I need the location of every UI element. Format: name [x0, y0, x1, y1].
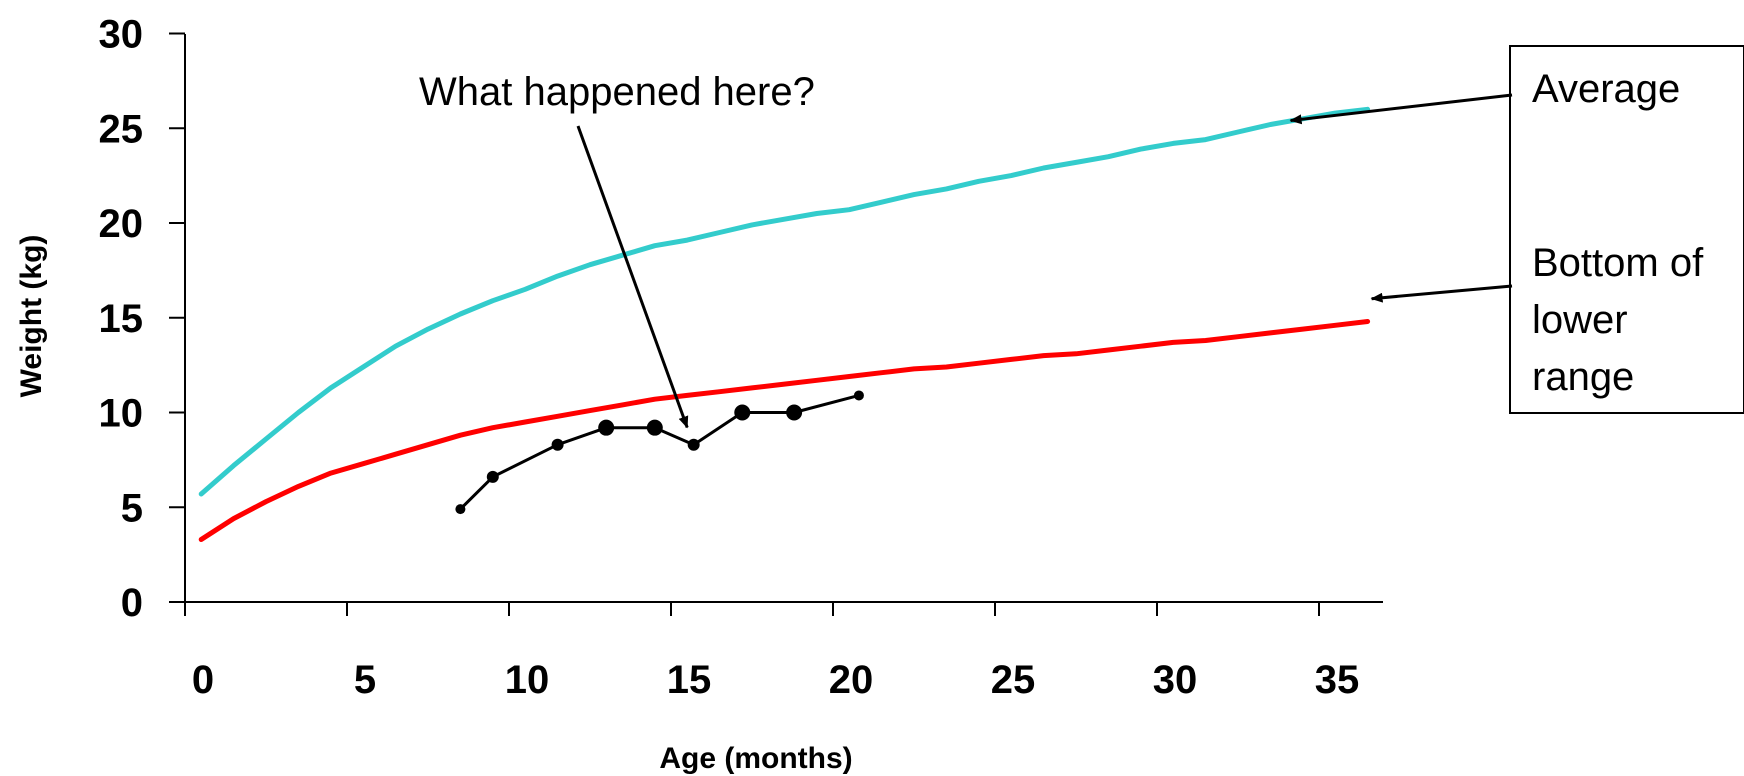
x-tick-label: 15	[667, 658, 712, 702]
y-tick-label: 5	[121, 486, 143, 530]
annotations: What happened here? Average Bottom of lower…	[419, 45, 1744, 429]
data-point	[853, 390, 864, 401]
average-line	[198, 106, 1371, 497]
x-axis-title: Age (months)	[659, 742, 852, 775]
y-tick-label: 25	[99, 107, 144, 151]
legend-label-lower-range: lower	[1532, 298, 1628, 342]
bottom-of-lower-range-line	[198, 319, 1371, 542]
legend-label-average: Average	[1532, 67, 1680, 111]
y-tick-label: 10	[99, 392, 144, 436]
legend-label-lower-range: range	[1532, 355, 1634, 399]
annotation-text: What happened here?	[419, 70, 815, 114]
y-tick-label: 30	[99, 13, 144, 57]
legend-box	[1509, 45, 1744, 414]
series-group	[198, 106, 1371, 542]
x-tick-label: 35	[1315, 658, 1360, 702]
y-tick-label: 20	[99, 202, 144, 246]
y-axis-title: Weight (kg)	[15, 235, 48, 398]
x-tick-label: 30	[1153, 658, 1198, 702]
x-tick-label: 25	[991, 658, 1036, 702]
x-tick-label: 20	[829, 658, 874, 702]
x-tick-label: 10	[505, 658, 550, 702]
y-tick-label: 15	[99, 297, 144, 341]
legend-label-lower-range: Bottom of	[1532, 241, 1704, 285]
data-point	[734, 404, 751, 421]
data-point	[687, 438, 700, 451]
y-tick-label: 0	[121, 581, 143, 625]
legend-arrow-lower-range	[1370, 284, 1513, 303]
data-point	[598, 419, 615, 436]
annotation-arrow	[576, 125, 689, 429]
data-point	[551, 438, 564, 451]
legend-arrow-average	[1289, 93, 1513, 125]
data-point	[646, 419, 663, 436]
data-point	[455, 504, 466, 515]
data-point	[486, 470, 499, 483]
x-tick-label: 0	[192, 658, 214, 702]
data-point	[786, 404, 803, 421]
x-tick-label: 5	[354, 658, 376, 702]
axes: 0 5 10 15 20 25 30 0 5 10 15 20 25 30 35	[99, 13, 1383, 702]
